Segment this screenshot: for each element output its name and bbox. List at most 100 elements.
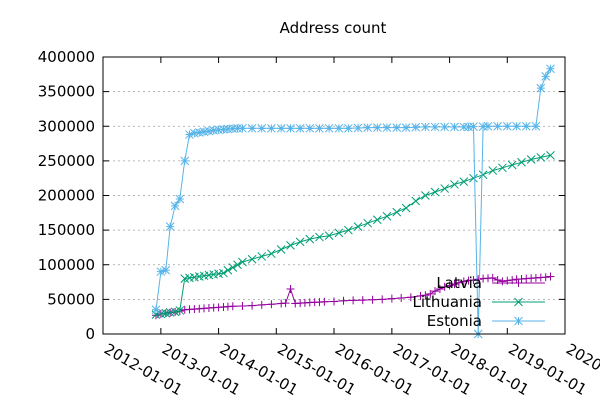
data-point: [392, 123, 402, 132]
data-point: [372, 123, 382, 132]
data-point: [514, 279, 523, 287]
data-point: [440, 184, 450, 193]
data-point: [238, 123, 247, 133]
data-point: [324, 231, 334, 241]
data-point: [512, 121, 521, 131]
data-point: [228, 302, 237, 311]
data-point: [430, 187, 440, 197]
data-point: [175, 306, 185, 315]
y-axis: 0 50000 100000 150000 200000 250000 300000 3500…: [38, 48, 565, 343]
data-point: [315, 123, 324, 133]
data-point: [344, 123, 353, 133]
data-point: [493, 121, 502, 131]
data-point: [541, 72, 551, 81]
data-point: [507, 160, 517, 170]
data-point: [281, 299, 290, 308]
data-point: [175, 194, 185, 204]
data-point: [305, 234, 315, 244]
data-point: [450, 122, 459, 132]
data-point: [526, 155, 536, 164]
data-point: [334, 228, 344, 238]
data-point: [454, 278, 463, 287]
data-point: [276, 123, 286, 133]
data-point: [247, 254, 257, 264]
data-point: [502, 121, 512, 131]
data-point: [416, 291, 425, 300]
data-point: [358, 296, 367, 305]
data-point: [387, 294, 396, 303]
data-point: [459, 277, 468, 286]
chart-title: Address count: [280, 19, 387, 37]
data-point: [238, 257, 247, 267]
data-point: [320, 297, 329, 306]
data-point: [464, 122, 473, 132]
legend-label: Latvia: [436, 274, 482, 292]
data-point: [478, 170, 488, 180]
data-point: [440, 282, 449, 291]
data-point: [286, 241, 295, 250]
data-point: [411, 196, 421, 206]
data-point: [368, 295, 377, 304]
series-line: [155, 154, 551, 316]
data-point: [276, 245, 286, 254]
data-point: [411, 122, 421, 132]
data-point: [180, 156, 190, 166]
data-point: [315, 232, 324, 242]
data-point: [421, 291, 430, 300]
data-point: [498, 277, 507, 286]
legend-label: Lithuania: [413, 293, 482, 311]
data-point: [464, 276, 473, 285]
data-point: [450, 280, 459, 289]
data-point: [194, 128, 204, 137]
data-point: [440, 122, 450, 132]
grid: [103, 91, 565, 300]
data-point: [392, 207, 402, 217]
series-lithuania: [151, 150, 555, 319]
data-point: [339, 296, 348, 305]
data-point: [406, 293, 415, 302]
data-point: [219, 125, 228, 134]
y-tick-label: 200000: [38, 187, 95, 205]
y-tick-label: 350000: [38, 83, 95, 101]
data-point: [353, 123, 363, 133]
y-tick-label: 250000: [38, 152, 95, 170]
series-estonia: [151, 64, 555, 339]
data-point: [474, 275, 483, 284]
series-latvia: [151, 272, 555, 320]
data-point: [330, 297, 338, 306]
data-point: [546, 150, 555, 160]
data-point: [382, 211, 392, 221]
data-point: [295, 237, 305, 247]
data-point: [238, 301, 247, 310]
series-group: [151, 64, 555, 339]
data-point: [233, 123, 242, 133]
y-tick-label: 50000: [47, 290, 95, 308]
data-point: [223, 124, 233, 134]
data-point: [431, 287, 440, 296]
data-point: [324, 123, 334, 133]
data-point: [435, 284, 444, 293]
data-point: [286, 284, 295, 293]
data-point: [267, 300, 276, 309]
data-point: [514, 316, 523, 326]
data-point: [488, 273, 497, 282]
data-point: [541, 273, 550, 282]
data-point: [372, 215, 382, 225]
data-point: [170, 201, 180, 211]
data-point: [531, 121, 541, 131]
data-point: [219, 268, 228, 278]
data-point: [185, 130, 194, 139]
data-point: [426, 289, 435, 298]
y-tick-label: 0: [85, 325, 95, 343]
data-point: [546, 64, 555, 74]
data-point: [170, 307, 180, 317]
data-point: [536, 83, 546, 93]
data-point: [363, 218, 373, 228]
data-point: [151, 305, 161, 315]
data-point: [344, 225, 353, 235]
data-point: [228, 263, 238, 272]
data-point: [514, 297, 523, 307]
data-point: [397, 293, 406, 302]
data-point: [257, 123, 267, 133]
